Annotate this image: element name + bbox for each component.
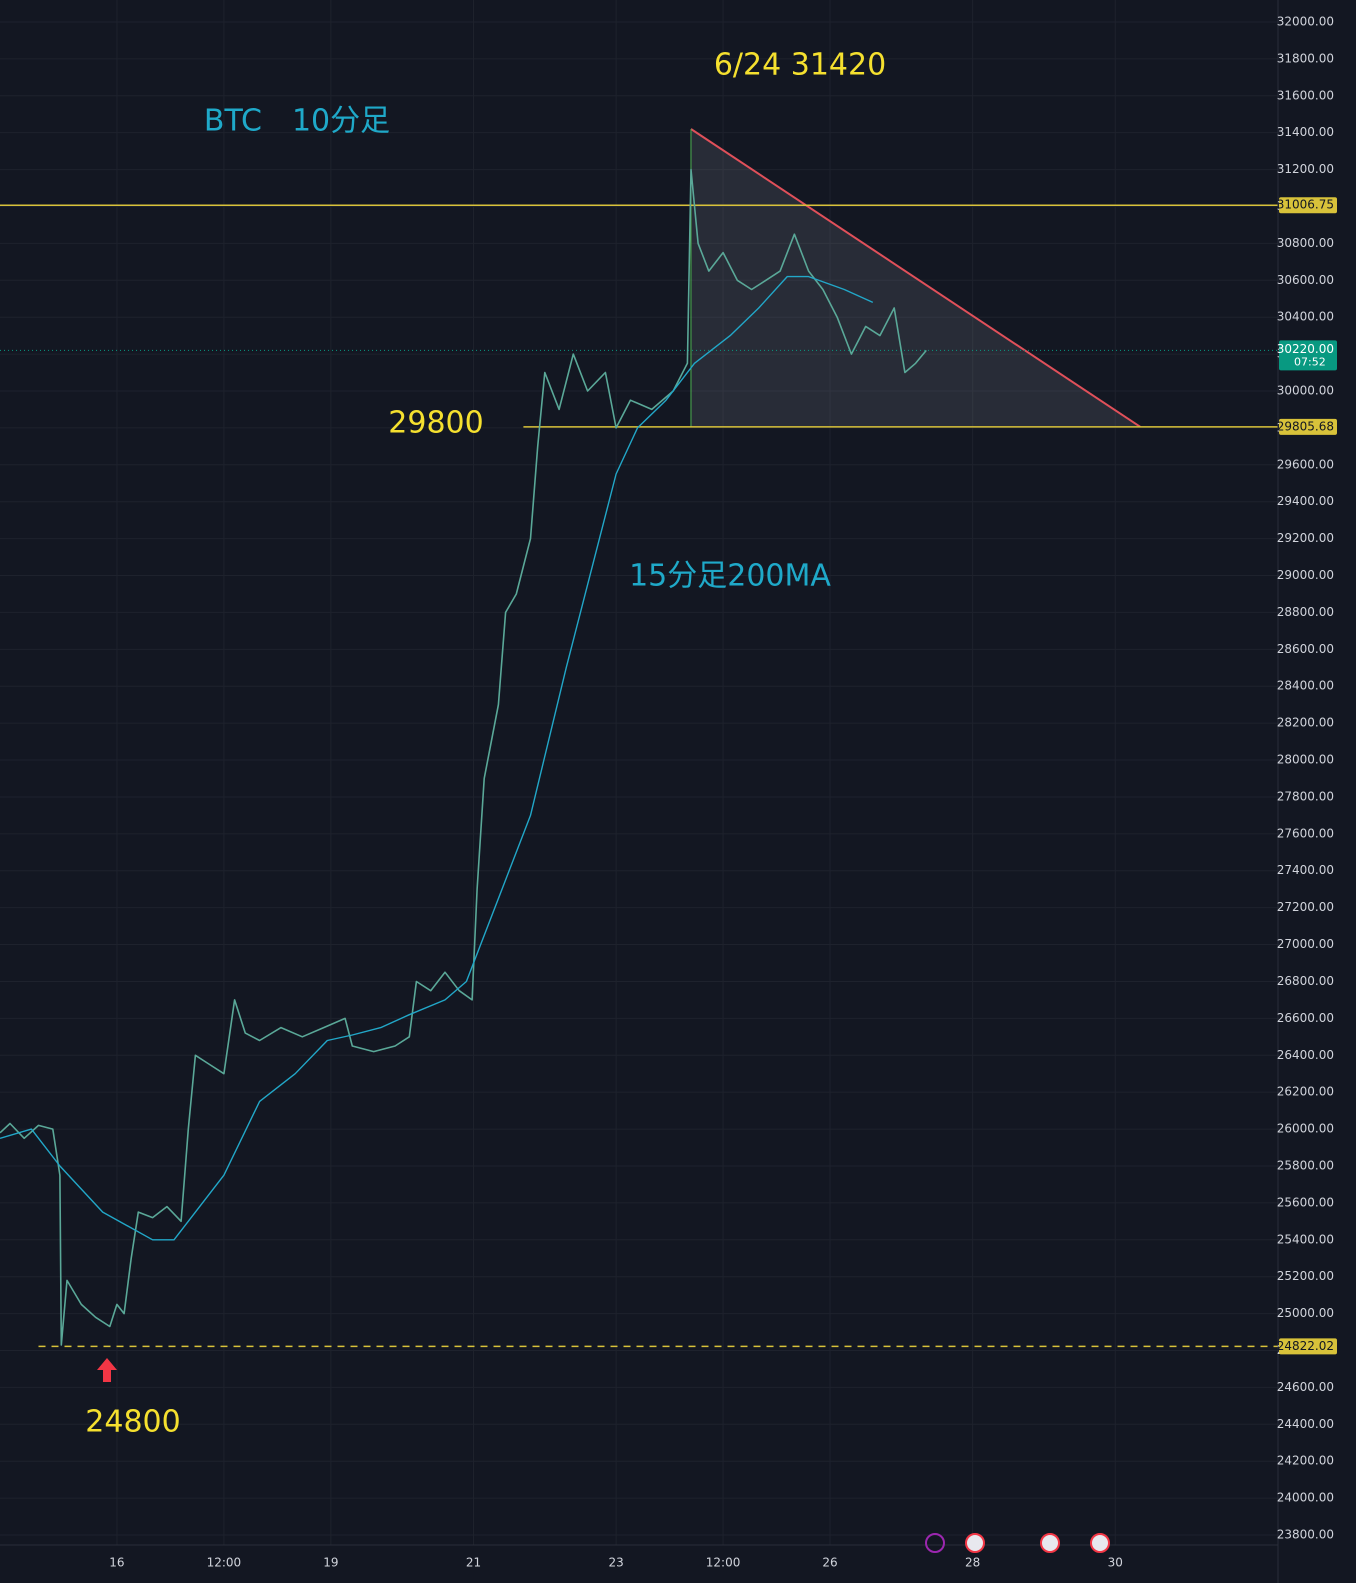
y-tick-label: 28200.00 [1277, 716, 1334, 730]
y-tick-label: 24600.00 [1277, 1380, 1334, 1394]
x-tick-label: 23 [608, 1556, 623, 1570]
y-tick-label: 23800.00 [1277, 1528, 1334, 1542]
x-tick-label: 12:00 [706, 1556, 741, 1570]
y-tick-label: 27200.00 [1277, 900, 1334, 914]
y-tick-label: 30800.00 [1277, 236, 1334, 250]
event-icons[interactable] [925, 1533, 1110, 1553]
level-label-bg [1279, 1338, 1337, 1355]
annotation: 6/24 31420 [714, 48, 886, 83]
price-line [0, 168, 927, 1346]
level-label: 31006.75 [1277, 198, 1334, 212]
y-tick-label: 25600.00 [1277, 1195, 1334, 1209]
event-icon[interactable] [1090, 1533, 1110, 1553]
event-icon[interactable] [925, 1533, 945, 1553]
y-tick-label: 28400.00 [1277, 679, 1334, 693]
y-tick-label: 32000.00 [1277, 14, 1334, 28]
y-tick-label: 29600.00 [1277, 457, 1334, 471]
event-icon[interactable] [965, 1533, 985, 1553]
x-tick-label: 28 [965, 1556, 980, 1570]
annotation: 29800 [388, 406, 483, 441]
y-tick-label: 26200.00 [1277, 1085, 1334, 1099]
x-tick-label: 30 [1108, 1556, 1123, 1570]
triangle-edge [690, 128, 1141, 428]
y-tick-label: 28600.00 [1277, 642, 1334, 656]
current-price-bg [1279, 340, 1337, 371]
countdown-label: 07:52 [1294, 355, 1326, 368]
grid [0, 0, 1278, 1545]
annotation: 15分足200MA [629, 559, 831, 594]
y-tick-label: 25200.00 [1277, 1269, 1334, 1283]
level-label: 29805.68 [1277, 419, 1334, 433]
y-tick-label: 24400.00 [1277, 1417, 1334, 1431]
y-tick-label: 29000.00 [1277, 568, 1334, 582]
current-price-label: 30220.00 [1277, 342, 1334, 356]
x-tick-label: 16 [109, 1556, 124, 1570]
y-tick-label: 26400.00 [1277, 1048, 1334, 1062]
y-tick-label: 25400.00 [1277, 1232, 1334, 1246]
level-label: 24822.02 [1277, 1339, 1334, 1353]
y-tick-label: 26800.00 [1277, 974, 1334, 988]
y-tick-label: 25000.00 [1277, 1306, 1334, 1320]
x-tick-label: 26 [822, 1556, 837, 1570]
y-tick-label: 30400.00 [1277, 310, 1334, 324]
y-tick-label: 27000.00 [1277, 937, 1334, 951]
y-tick-label: 26000.00 [1277, 1122, 1334, 1136]
y-tick-label: 29400.00 [1277, 494, 1334, 508]
y-tick-label: 28800.00 [1277, 605, 1334, 619]
y-tick-label: 24200.00 [1277, 1454, 1334, 1468]
ma-line [0, 275, 874, 1241]
level-label-bg [1279, 197, 1337, 214]
y-tick-label: 30000.00 [1277, 383, 1334, 397]
y-tick-label: 28000.00 [1277, 753, 1334, 767]
event-icon[interactable] [1040, 1533, 1060, 1553]
arrow-icon [97, 1358, 117, 1382]
plot [0, 128, 1278, 1348]
x-tick-label: 19 [323, 1556, 338, 1570]
y-tick-label: 26600.00 [1277, 1011, 1334, 1025]
y-tick-label: 31600.00 [1277, 88, 1334, 102]
level-label-bg [1279, 418, 1337, 435]
x-tick-label: 12:00 [207, 1556, 242, 1570]
y-tick-label: 24000.00 [1277, 1491, 1334, 1505]
annotation: 24800 [85, 1405, 180, 1440]
x-tick-label: 21 [466, 1556, 481, 1570]
y-tick-label: 31800.00 [1277, 51, 1334, 65]
y-tick-label: 31200.00 [1277, 162, 1334, 176]
y-tick-label: 30600.00 [1277, 273, 1334, 287]
y-tick-label: 25800.00 [1277, 1158, 1334, 1172]
y-tick-label: 27400.00 [1277, 863, 1334, 877]
y-tick-label: 31400.00 [1277, 125, 1334, 139]
y-tick-label: 29200.00 [1277, 531, 1334, 545]
y-tick-label: 27800.00 [1277, 789, 1334, 803]
y-tick-label: 27600.00 [1277, 826, 1334, 840]
annotation: BTC 10分足 [204, 104, 390, 139]
